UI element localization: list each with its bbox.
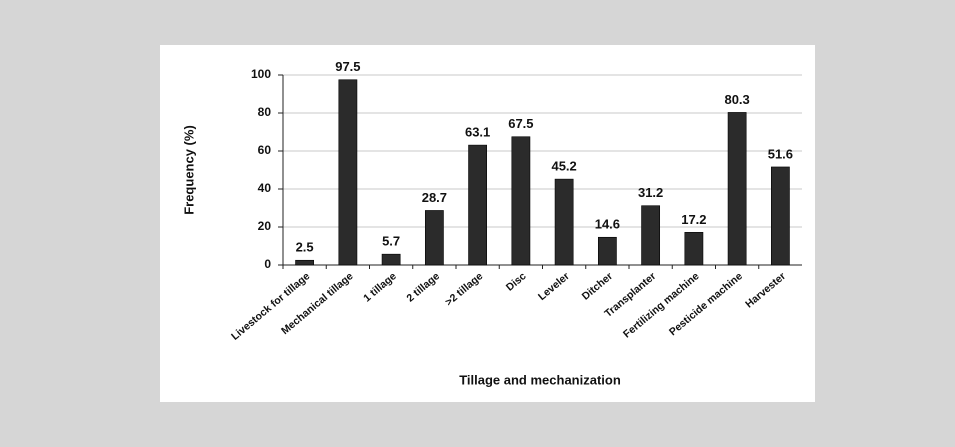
bar <box>295 259 315 266</box>
data-label: 45.2 <box>551 159 576 174</box>
data-label: 31.2 <box>638 185 663 200</box>
data-label: 63.1 <box>465 125 490 140</box>
bar <box>727 112 747 266</box>
bar <box>468 144 488 266</box>
data-label: 14.6 <box>595 217 620 232</box>
bar <box>424 210 444 266</box>
bar <box>597 236 617 266</box>
chart-frame <box>160 45 815 402</box>
y-tick-label: 0 <box>264 257 271 271</box>
data-label: 17.2 <box>681 212 706 227</box>
bar <box>511 136 531 266</box>
data-label: 97.5 <box>335 59 360 74</box>
data-label: 67.5 <box>508 116 533 131</box>
data-label: 51.6 <box>768 146 793 161</box>
x-axis-label: Tillage and mechanization <box>459 372 621 387</box>
bar <box>770 166 790 266</box>
bar <box>381 253 401 266</box>
y-tick-label: 100 <box>251 67 271 81</box>
bar <box>338 79 358 266</box>
data-label: 80.3 <box>724 92 749 107</box>
bar <box>554 178 574 266</box>
y-tick-label: 80 <box>258 105 272 119</box>
y-tick-label: 40 <box>258 181 272 195</box>
bar <box>641 205 661 266</box>
y-axis-label: Frequency (%) <box>181 125 196 215</box>
data-label: 28.7 <box>422 190 447 205</box>
y-tick-label: 60 <box>258 143 272 157</box>
y-tick-label: 20 <box>258 219 272 233</box>
data-label: 5.7 <box>382 234 400 249</box>
bar <box>684 232 704 266</box>
data-label: 2.5 <box>296 240 314 255</box>
